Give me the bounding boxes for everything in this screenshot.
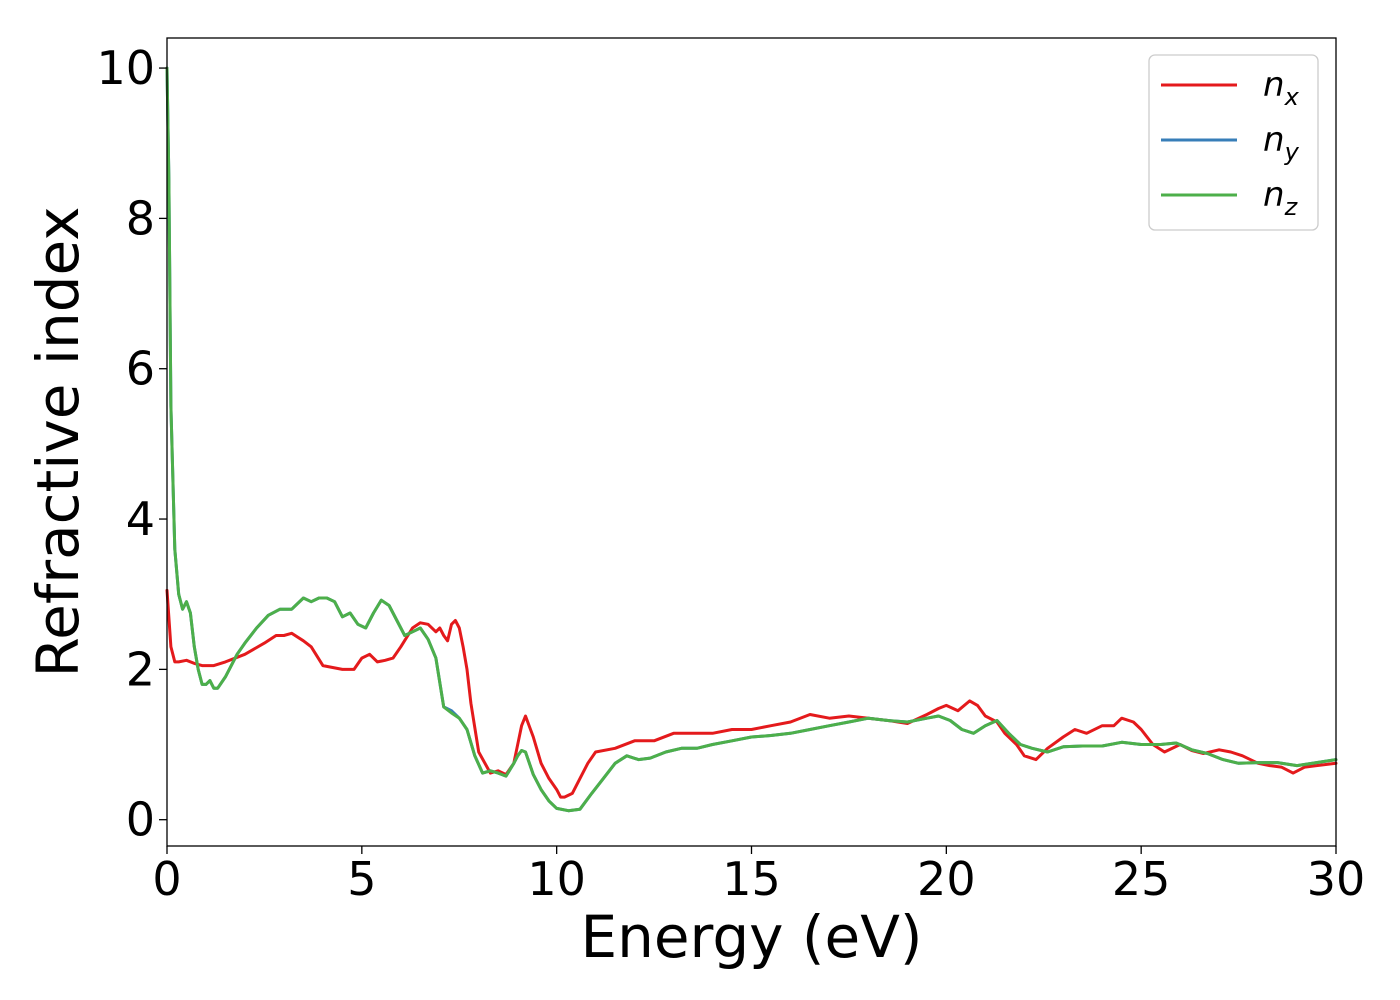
legend-label-base: n bbox=[1263, 120, 1285, 160]
legend-label-subscript: x bbox=[1284, 83, 1300, 111]
y-tick-label: 8 bbox=[126, 191, 155, 245]
x-tick-label: 20 bbox=[917, 852, 976, 906]
y-axis-title: Refractive index bbox=[24, 206, 92, 677]
legend-label-base: n bbox=[1263, 65, 1285, 105]
y-tick-label: 6 bbox=[126, 342, 155, 396]
y-axis: 0 2 4 6 8 10 bbox=[96, 41, 167, 847]
series-line-n-z bbox=[165, 66, 1338, 813]
x-tick-label: 0 bbox=[152, 852, 181, 906]
series-layer bbox=[165, 66, 1338, 813]
legend-label-base: n bbox=[1263, 175, 1285, 215]
y-tick-label: 2 bbox=[126, 642, 155, 696]
x-axis: 0 5 10 15 20 25 30 bbox=[152, 846, 1365, 906]
series-line-n-x bbox=[165, 588, 1338, 799]
x-tick-label: 25 bbox=[1112, 852, 1171, 906]
x-tick-label: 30 bbox=[1307, 852, 1366, 906]
x-tick-label: 10 bbox=[527, 852, 586, 906]
legend-box bbox=[1148, 54, 1319, 231]
legend-label-subscript: z bbox=[1284, 193, 1299, 221]
y-tick-label: 10 bbox=[96, 41, 155, 95]
y-tick-label: 4 bbox=[126, 492, 155, 546]
y-tick-label: 0 bbox=[126, 793, 155, 847]
x-tick-label: 15 bbox=[722, 852, 781, 906]
x-tick-label: 5 bbox=[347, 852, 376, 906]
legend-label-z: nz bbox=[1263, 175, 1299, 221]
legend-label-subscript: y bbox=[1284, 138, 1300, 166]
legend-label-x: nx bbox=[1263, 65, 1300, 111]
legend-label-y: ny bbox=[1263, 120, 1300, 166]
x-axis-title: Energy (eV) bbox=[580, 903, 922, 971]
